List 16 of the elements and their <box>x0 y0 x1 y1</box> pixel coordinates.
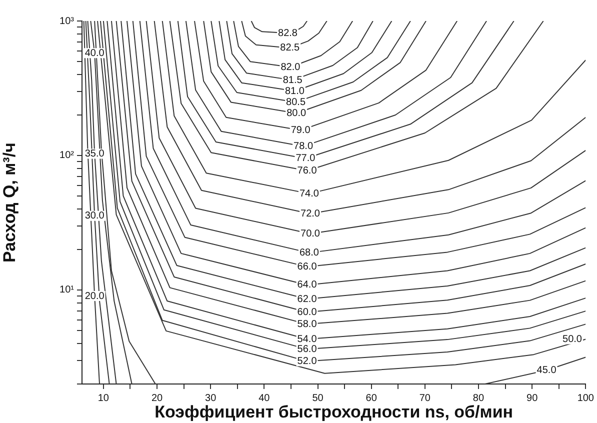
y-axis-title: Расход Q, м³/ч <box>0 142 19 263</box>
x-tick-label: 70 <box>419 392 431 404</box>
x-tick-label: 90 <box>526 392 538 404</box>
x-tick-label: 30 <box>205 392 217 404</box>
y-tick-label: 10¹ <box>60 284 75 296</box>
x-tick-label: 40 <box>258 392 270 404</box>
x-tick-label: 20 <box>151 392 164 404</box>
y-tick-label: 10² <box>60 150 75 162</box>
annotation: 50.0 <box>562 334 582 346</box>
x-tick-label: 10 <box>98 392 110 404</box>
x-tick-label: 60 <box>366 392 378 404</box>
x-tick-label: 80 <box>472 392 484 404</box>
x-tick-label: 100 <box>577 392 594 404</box>
x-tick-label: 50 <box>312 392 324 404</box>
x-axis-title: Коэффициент быстроходности ns, об/мин <box>154 402 514 422</box>
y-tick-label: 10³ <box>60 16 75 27</box>
